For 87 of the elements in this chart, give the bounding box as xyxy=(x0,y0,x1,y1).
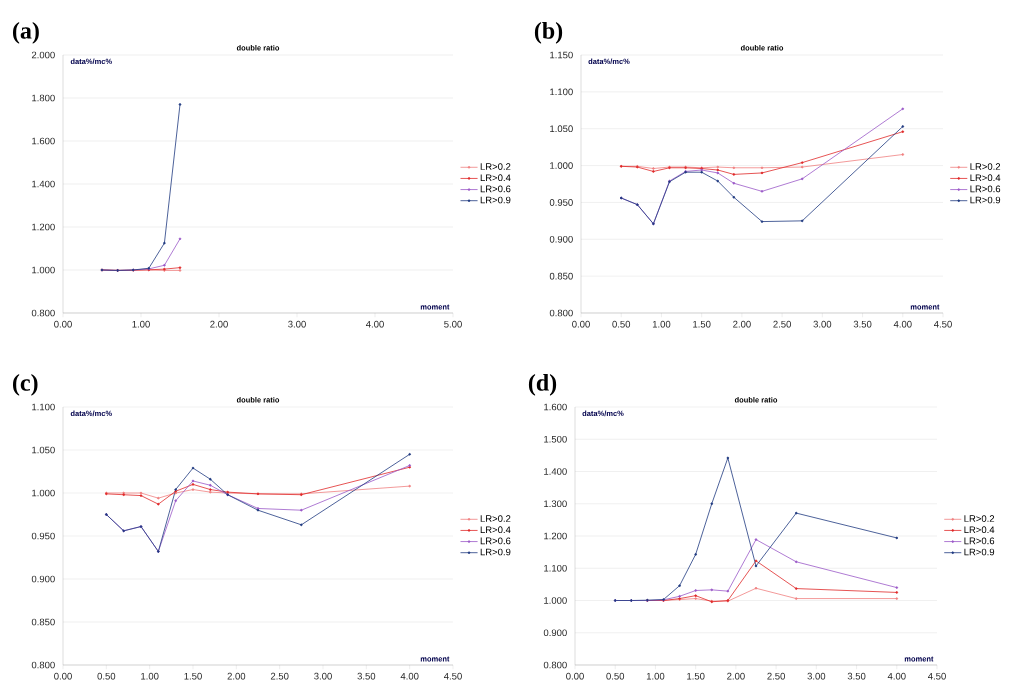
legend-label: LR>0.6 xyxy=(480,537,511,545)
x-tick-label: 3.00 xyxy=(813,320,832,328)
legend-label: LR>0.4 xyxy=(480,526,511,534)
legend-label: LR>0.2 xyxy=(480,515,511,522)
y-tick-label: 1.500 xyxy=(544,435,567,443)
x-tick-label: 0.00 xyxy=(572,320,590,328)
x-tick-label: 2.00 xyxy=(733,320,751,328)
y-tick-label: 1.050 xyxy=(32,446,55,454)
y-tick-label: 1.600 xyxy=(544,403,567,411)
y-tick-label: 0.850 xyxy=(549,272,573,280)
y-tick-label: 0.950 xyxy=(549,199,573,206)
y-tick-label: 2.000 xyxy=(31,51,55,59)
x-tick-label: 4.50 xyxy=(933,320,952,328)
legend-label: LR>0.2 xyxy=(970,163,1001,170)
legend-label: LR>0.9 xyxy=(480,196,511,204)
x-tick-label: 0.50 xyxy=(97,672,116,680)
x-tick-label: 4.50 xyxy=(443,672,462,680)
x-tick-label: 0.00 xyxy=(566,672,584,680)
x-tick-label: 0.00 xyxy=(54,672,72,680)
y-tick-label: 0.800 xyxy=(543,661,567,669)
legend-label: LR>0.4 xyxy=(480,174,511,182)
legend-label: LR>0.6 xyxy=(964,537,995,545)
y-tick-label: 0.900 xyxy=(31,575,55,583)
x-tick-label: 2.00 xyxy=(227,672,246,680)
legend-label: LR>0.9 xyxy=(964,548,995,556)
y-tick-label: 0.900 xyxy=(543,629,567,637)
text: (d) xyxy=(528,373,557,396)
x-tick-label: 2.00 xyxy=(727,672,745,680)
x-tick-label: 2.50 xyxy=(773,320,791,328)
x-tick-label: 0.50 xyxy=(612,320,631,328)
x-tick-label: 2.50 xyxy=(270,672,289,680)
y-tick-label: 1.400 xyxy=(32,180,55,188)
y-tick-label: 1.150 xyxy=(550,51,573,59)
y-tick-label: 0.850 xyxy=(31,618,55,626)
x-tick-label: 0.50 xyxy=(606,672,625,680)
x-tick-label: 3.50 xyxy=(357,672,376,680)
y-tick-label: 0.800 xyxy=(549,309,573,317)
x-tick-label: 3.00 xyxy=(807,672,826,680)
x-tick-label: 1.50 xyxy=(687,672,705,680)
legend-label: LR>0.6 xyxy=(480,185,511,193)
y-tick-label: 0.800 xyxy=(31,661,55,669)
legend-label: LR>0.9 xyxy=(480,548,511,556)
y-tick-label: 1.400 xyxy=(544,468,567,475)
y-tick-label: 0.900 xyxy=(549,235,573,243)
text: (b) xyxy=(534,21,563,44)
x-tick-label: 3.50 xyxy=(853,320,872,328)
x-tick-label: 1.00 xyxy=(652,320,671,328)
x-tick-label: 3.00 xyxy=(314,672,332,680)
y-tick-label: 1.200 xyxy=(544,532,567,540)
legend-label: LR>0.9 xyxy=(970,196,1001,204)
y-tick-label: 0.950 xyxy=(31,532,55,540)
y-tick-label: 1.000 xyxy=(550,162,573,169)
y-tick-label: 1.000 xyxy=(32,489,55,497)
x-tick-label: 3.50 xyxy=(847,672,866,680)
y-tick-label: 1.000 xyxy=(544,597,567,604)
y-tick-label: 1.300 xyxy=(544,500,567,508)
x-tick-label: 3.00 xyxy=(288,320,306,328)
x-tick-label: 1.50 xyxy=(184,672,202,680)
legend-label: LR>0.6 xyxy=(970,185,1001,193)
x-tick-label: 2.50 xyxy=(767,672,785,680)
y-tick-label: 1.000 xyxy=(32,266,55,274)
x-tick-label: 5.00 xyxy=(444,320,462,328)
legend-label: LR>0.4 xyxy=(964,526,995,534)
x-tick-label: 1.00 xyxy=(646,672,665,680)
y-tick-label: 1.200 xyxy=(32,223,55,231)
y-tick-label: 1.800 xyxy=(32,94,55,102)
y-tick-label: 1.050 xyxy=(550,125,573,133)
y-tick-label: 0.800 xyxy=(31,309,55,317)
y-tick-label: 1.100 xyxy=(544,564,567,572)
text: (c) xyxy=(12,373,38,396)
x-tick-label: 4.00 xyxy=(365,320,384,328)
legend-label: LR>0.4 xyxy=(970,174,1001,182)
x-tick-label: 4.00 xyxy=(887,672,906,680)
x-tick-label: 1.00 xyxy=(141,672,159,680)
x-tick-label: 1.50 xyxy=(693,320,711,328)
x-tick-label: 4.00 xyxy=(400,672,419,680)
x-tick-label: 2.00 xyxy=(210,320,228,328)
y-tick-label: 1.100 xyxy=(550,88,573,96)
y-tick-label: 1.600 xyxy=(32,137,55,145)
x-tick-label: 0.00 xyxy=(54,320,72,328)
legend-label: LR>0.2 xyxy=(480,163,511,170)
x-tick-label: 4.00 xyxy=(893,320,912,328)
x-tick-label: 4.50 xyxy=(927,672,946,680)
text: (a) xyxy=(12,21,39,44)
x-tick-label: 1.00 xyxy=(132,320,150,328)
legend-label: LR>0.2 xyxy=(964,515,995,522)
y-tick-label: 1.100 xyxy=(32,403,55,411)
